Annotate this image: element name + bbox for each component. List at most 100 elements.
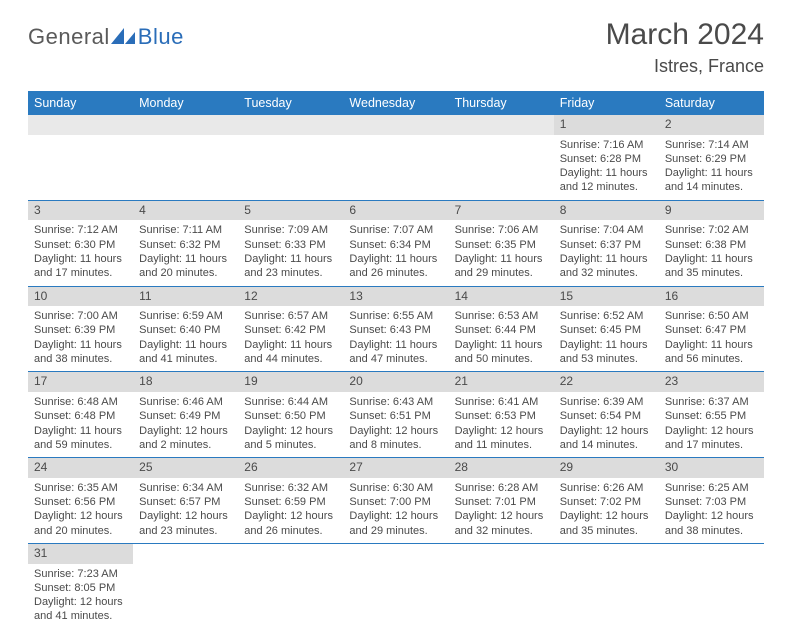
day-ss: Sunset: 7:01 PM [455, 495, 548, 509]
day-ss: Sunset: 6:40 PM [139, 323, 232, 337]
day-number-bar: 18 [133, 372, 238, 392]
day-number-bar [343, 115, 448, 135]
day-cell: 27Sunrise: 6:30 AMSunset: 7:00 PMDayligh… [343, 458, 448, 544]
day-cell [343, 115, 448, 200]
day-sr: Sunrise: 6:53 AM [455, 309, 548, 323]
day-ss: Sunset: 6:38 PM [665, 238, 758, 252]
day-d2: and 44 minutes. [244, 352, 337, 366]
day-d1: Daylight: 12 hours [455, 424, 548, 438]
day-number-bar: 5 [238, 201, 343, 221]
day-d2: and 14 minutes. [665, 180, 758, 194]
day-cell: 25Sunrise: 6:34 AMSunset: 6:57 PMDayligh… [133, 458, 238, 544]
day-cell [449, 115, 554, 200]
day-sr: Sunrise: 6:50 AM [665, 309, 758, 323]
day-sr: Sunrise: 6:57 AM [244, 309, 337, 323]
day-ss: Sunset: 6:53 PM [455, 409, 548, 423]
day-d1: Daylight: 11 hours [34, 338, 127, 352]
day-ss: Sunset: 6:50 PM [244, 409, 337, 423]
day-d1: Daylight: 11 hours [455, 252, 548, 266]
day-cell: 28Sunrise: 6:28 AMSunset: 7:01 PMDayligh… [449, 458, 554, 544]
day-ss: Sunset: 6:29 PM [665, 152, 758, 166]
day-sr: Sunrise: 6:32 AM [244, 481, 337, 495]
day-d1: Daylight: 11 hours [665, 338, 758, 352]
weekday-header: Wednesday [343, 91, 448, 115]
day-d2: and 2 minutes. [139, 438, 232, 452]
day-d1: Daylight: 11 hours [139, 338, 232, 352]
day-cell: 31Sunrise: 7:23 AMSunset: 8:05 PMDayligh… [28, 543, 133, 628]
calendar-body: 1Sunrise: 7:16 AMSunset: 6:28 PMDaylight… [28, 115, 764, 629]
day-cell: 10Sunrise: 7:00 AMSunset: 6:39 PMDayligh… [28, 286, 133, 372]
day-sr: Sunrise: 7:04 AM [560, 223, 653, 237]
day-d2: and 26 minutes. [244, 524, 337, 538]
day-sr: Sunrise: 6:37 AM [665, 395, 758, 409]
day-sr: Sunrise: 7:07 AM [349, 223, 442, 237]
header: General Blue March 2024 Istres, France [28, 18, 764, 77]
day-number-bar [238, 115, 343, 135]
day-d2: and 23 minutes. [244, 266, 337, 280]
day-d2: and 17 minutes. [34, 266, 127, 280]
day-ss: Sunset: 6:47 PM [665, 323, 758, 337]
day-number-bar: 27 [343, 458, 448, 478]
day-ss: Sunset: 7:03 PM [665, 495, 758, 509]
day-sr: Sunrise: 7:12 AM [34, 223, 127, 237]
day-ss: Sunset: 6:43 PM [349, 323, 442, 337]
day-number-bar: 11 [133, 287, 238, 307]
day-ss: Sunset: 6:37 PM [560, 238, 653, 252]
day-d1: Daylight: 12 hours [139, 424, 232, 438]
day-d1: Daylight: 12 hours [560, 509, 653, 523]
day-sr: Sunrise: 6:44 AM [244, 395, 337, 409]
day-cell: 5Sunrise: 7:09 AMSunset: 6:33 PMDaylight… [238, 200, 343, 286]
day-sr: Sunrise: 7:09 AM [244, 223, 337, 237]
day-ss: Sunset: 6:42 PM [244, 323, 337, 337]
day-ss: Sunset: 6:30 PM [34, 238, 127, 252]
weekday-header: Tuesday [238, 91, 343, 115]
day-ss: Sunset: 6:55 PM [665, 409, 758, 423]
day-cell: 17Sunrise: 6:48 AMSunset: 6:48 PMDayligh… [28, 372, 133, 458]
day-d1: Daylight: 11 hours [455, 338, 548, 352]
day-d1: Daylight: 12 hours [665, 424, 758, 438]
day-d2: and 38 minutes. [665, 524, 758, 538]
day-ss: Sunset: 7:00 PM [349, 495, 442, 509]
day-cell: 8Sunrise: 7:04 AMSunset: 6:37 PMDaylight… [554, 200, 659, 286]
day-number-bar: 15 [554, 287, 659, 307]
day-d1: Daylight: 11 hours [34, 424, 127, 438]
day-ss: Sunset: 6:33 PM [244, 238, 337, 252]
day-d2: and 35 minutes. [665, 266, 758, 280]
day-number-bar: 9 [659, 201, 764, 221]
day-cell: 20Sunrise: 6:43 AMSunset: 6:51 PMDayligh… [343, 372, 448, 458]
day-number-bar: 6 [343, 201, 448, 221]
day-d1: Daylight: 12 hours [244, 509, 337, 523]
brand-text-2: Blue [138, 24, 184, 50]
day-sr: Sunrise: 6:41 AM [455, 395, 548, 409]
day-cell: 3Sunrise: 7:12 AMSunset: 6:30 PMDaylight… [28, 200, 133, 286]
day-number-bar: 30 [659, 458, 764, 478]
day-number-bar: 25 [133, 458, 238, 478]
day-number-bar: 20 [343, 372, 448, 392]
day-number-bar: 29 [554, 458, 659, 478]
day-sr: Sunrise: 7:16 AM [560, 138, 653, 152]
day-ss: Sunset: 6:59 PM [244, 495, 337, 509]
day-d1: Daylight: 12 hours [349, 424, 442, 438]
day-d1: Daylight: 12 hours [455, 509, 548, 523]
day-cell [238, 115, 343, 200]
day-d1: Daylight: 11 hours [665, 252, 758, 266]
day-d2: and 17 minutes. [665, 438, 758, 452]
day-ss: Sunset: 6:44 PM [455, 323, 548, 337]
day-number-bar: 22 [554, 372, 659, 392]
day-ss: Sunset: 6:49 PM [139, 409, 232, 423]
day-d2: and 32 minutes. [560, 266, 653, 280]
day-cell: 26Sunrise: 6:32 AMSunset: 6:59 PMDayligh… [238, 458, 343, 544]
day-d2: and 32 minutes. [455, 524, 548, 538]
day-cell [28, 115, 133, 200]
day-d2: and 41 minutes. [139, 352, 232, 366]
day-ss: Sunset: 7:02 PM [560, 495, 653, 509]
day-sr: Sunrise: 6:35 AM [34, 481, 127, 495]
day-sr: Sunrise: 7:02 AM [665, 223, 758, 237]
day-ss: Sunset: 6:54 PM [560, 409, 653, 423]
day-cell: 13Sunrise: 6:55 AMSunset: 6:43 PMDayligh… [343, 286, 448, 372]
day-cell: 21Sunrise: 6:41 AMSunset: 6:53 PMDayligh… [449, 372, 554, 458]
day-sr: Sunrise: 6:52 AM [560, 309, 653, 323]
location-label: Istres, France [606, 56, 764, 77]
day-cell: 30Sunrise: 6:25 AMSunset: 7:03 PMDayligh… [659, 458, 764, 544]
day-d2: and 20 minutes. [34, 524, 127, 538]
